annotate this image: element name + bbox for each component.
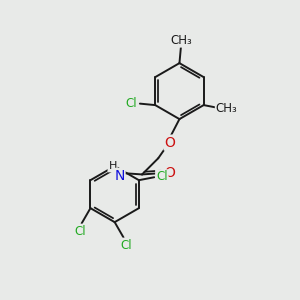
Text: CH₃: CH₃: [216, 101, 238, 115]
Text: N: N: [114, 169, 124, 183]
Text: Cl: Cl: [120, 238, 132, 252]
Text: CH₃: CH₃: [170, 34, 192, 47]
Text: Cl: Cl: [74, 225, 86, 238]
Text: O: O: [165, 136, 176, 150]
Text: H: H: [108, 161, 117, 172]
Text: Cl: Cl: [156, 170, 168, 183]
Text: O: O: [164, 166, 175, 180]
Text: Cl: Cl: [125, 97, 137, 110]
